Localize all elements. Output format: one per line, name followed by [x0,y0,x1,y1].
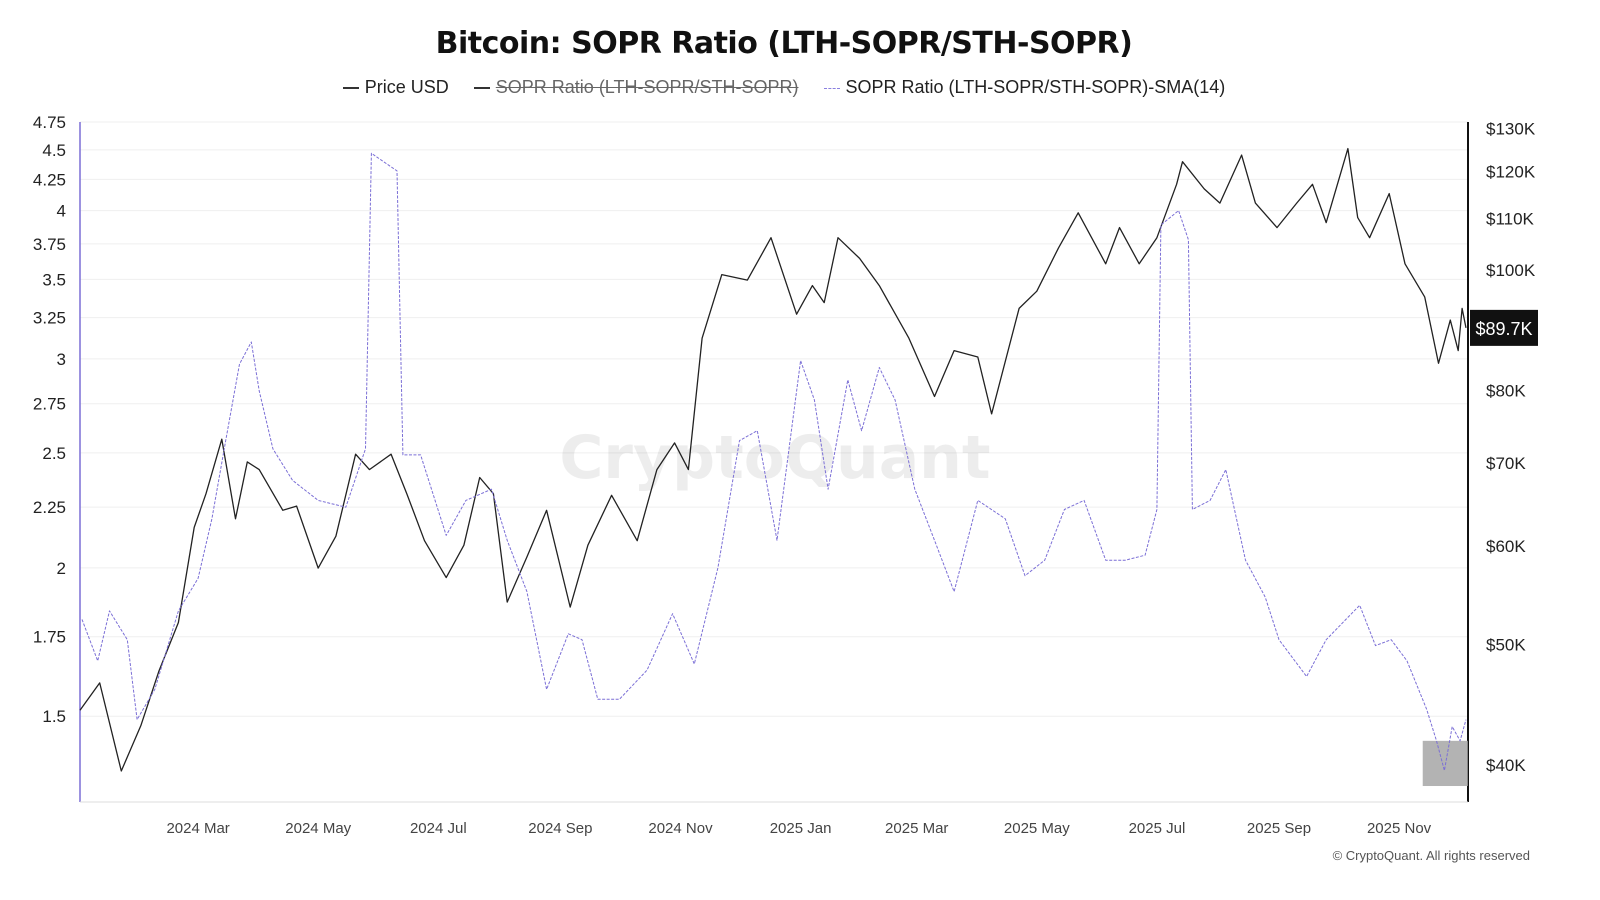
y-left-tick-label: 3.75 [33,235,66,254]
watermark: CryptoQuant [559,423,990,493]
legend: Price USD SOPR Ratio (LTH-SOPR/STH-SOPR)… [0,77,1568,98]
legend-item-price[interactable]: Price USD [342,77,449,98]
last-price-badge [1470,309,1538,346]
x-tick-label: 2024 May [285,820,351,837]
y-right-tick-label: $130K [1486,119,1536,138]
legend-label: SOPR Ratio (LTH-SOPR/STH-SOPR)-SMA(14) [845,77,1226,97]
price-line [79,147,1467,772]
legend-label: SOPR Ratio (LTH-SOPR/STH-SOPR) [495,77,799,97]
sopr-sma-line [81,152,1467,771]
copyright: © CryptoQuant. All rights reserved [1332,848,1530,863]
x-tick-label: 2025 Mar [885,820,948,837]
y-left-tick-label: 2.75 [33,395,66,414]
y-right-tick-label: $80K [1486,382,1526,401]
x-tick-label: 2024 Nov [648,820,713,837]
x-tick-label: 2024 Jul [410,820,467,837]
legend-item-sopr-sma[interactable]: SOPR Ratio (LTH-SOPR/STH-SOPR)-SMA(14) [823,77,1226,98]
x-tick-label: 2025 Nov [1367,820,1432,837]
y-right-tick-label: $120K [1486,163,1536,182]
y-right-tick-label: $50K [1486,636,1526,655]
y-left-tick-label: 1.5 [42,707,66,726]
y-left-tick-label: 4.25 [33,170,66,189]
legend-item-sopr-ratio[interactable]: SOPR Ratio (LTH-SOPR/STH-SOPR) [473,77,799,98]
y-left-tick-label: 4.5 [42,141,66,160]
last-price-label: $89.7K [1475,319,1532,339]
y-right-tick-label: $40K [1486,756,1526,775]
x-tick-label: 2025 Sep [1247,820,1311,837]
legend-swatch [473,87,490,90]
legend-label: Price USD [364,77,449,97]
y-left-tick-label: 2.25 [33,498,66,517]
y-left-tick-label: 4.75 [33,113,66,132]
y-left-tick-label: 3 [57,350,66,369]
x-tick-label: 2024 Mar [166,820,229,837]
y-left-tick-label: 2 [57,559,66,578]
x-tick-label: 2025 Jan [770,820,832,837]
y-right-tick-label: $70K [1486,454,1526,473]
y-left-tick-label: 3.5 [42,270,66,289]
y-right-tick-label: $100K [1486,261,1536,280]
legend-swatch [342,87,359,90]
y-left-tick-label: 2.5 [42,444,66,463]
legend-swatch [823,87,840,89]
chart-title: Bitcoin: SOPR Ratio (LTH-SOPR/STH-SOPR) [435,26,1133,61]
y-left-tick-label: 3.25 [33,309,66,328]
x-tick-label: 2025 Jul [1129,820,1186,837]
y-right-tick-label: $110K [1486,210,1535,229]
x-tick-label: 2025 May [1004,820,1070,837]
y-left-tick-label: 4 [57,202,66,221]
y-right-tick-label: $60K [1486,537,1526,556]
y-left-tick-label: 1.75 [33,628,66,647]
x-tick-label: 2024 Sep [528,820,592,837]
